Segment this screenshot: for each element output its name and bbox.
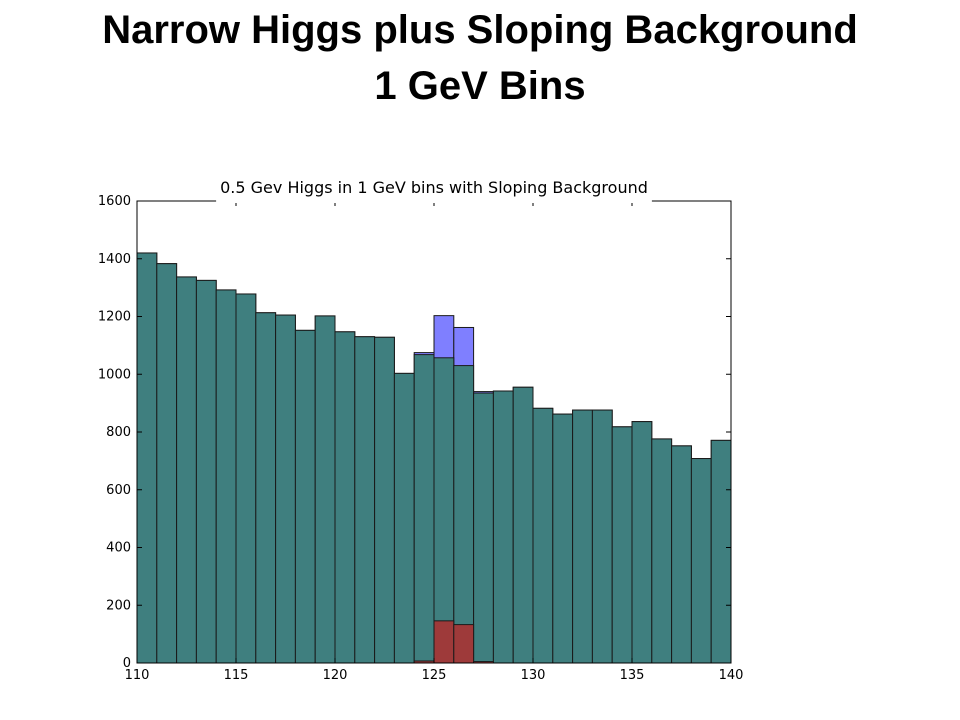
bar-series-1-bin-135	[631, 421, 653, 664]
x-tick-label: 110	[125, 668, 150, 683]
bar-series-1-bin-114	[215, 289, 237, 664]
slide-title: Narrow Higgs plus Sloping Background 1 G…	[0, 2, 960, 114]
bar-series-1-bin-134	[611, 426, 633, 664]
axis-ticks: 110 115 120 125 130 135 1400200400600800100012…	[98, 194, 744, 683]
bar-series-1-bin-118	[294, 329, 316, 664]
bar-series-1-bin-131	[552, 413, 574, 664]
slide-title-line-1: Narrow Higgs plus Sloping Background	[102, 8, 858, 52]
histogram-bars	[136, 252, 732, 664]
y-tick-label: 200	[106, 598, 131, 613]
y-tick-label: 800	[106, 425, 131, 440]
bar-series-1-bin-130	[532, 407, 554, 664]
bar-series-1-bin-116	[255, 312, 277, 664]
bar-series-1-bin-110	[136, 252, 158, 664]
y-tick-label: 1000	[98, 367, 131, 382]
chart-title: 0.5 Gev Higgs in 1 GeV bins with Sloping…	[220, 178, 648, 197]
y-tick-label: 1600	[98, 194, 131, 209]
bar-series-1-bin-132	[572, 409, 593, 664]
y-tick-label: 600	[106, 483, 131, 498]
bar-series-1-bin-129	[512, 386, 534, 664]
slide-title-line-2: 1 GeV Bins	[374, 64, 586, 108]
chart-title-background	[216, 178, 652, 203]
bar-series-1-bin-112	[176, 276, 197, 664]
bar-series-1-bin-136	[651, 438, 673, 664]
bar-series-1-bin-119	[314, 315, 336, 664]
x-tick-label: 115	[224, 668, 249, 683]
bar-series-1-bin-113	[195, 279, 217, 664]
bar-series-1-bin-126	[453, 365, 475, 664]
y-tick-label: 1200	[98, 310, 131, 325]
x-tick-label: 120	[323, 668, 348, 683]
bar-series-1-bin-127	[473, 392, 494, 664]
x-tick-label: 130	[521, 668, 546, 683]
bar-series-1-bin-111	[156, 263, 178, 664]
bar-series-1-bin-123	[393, 372, 415, 664]
bar-series-1-bin-121	[354, 336, 376, 664]
bar-series-1-bin-120	[334, 331, 356, 664]
bar-series-1-bin-122	[374, 336, 395, 664]
bar-series-1-bin-138	[690, 458, 712, 664]
bar-series-1-bin-139	[710, 439, 732, 664]
x-tick-label: 140	[719, 668, 744, 683]
bar-series-1-bin-137	[671, 445, 692, 664]
bar-series-1-bin-128	[492, 390, 514, 664]
x-tick-label: 125	[422, 668, 447, 683]
bar-series-1-bin-117	[275, 314, 296, 664]
bar-series-1-bin-124	[413, 354, 435, 664]
bar-series-2-bin-126	[453, 624, 475, 664]
bar-series-1-bin-133	[591, 409, 613, 664]
y-tick-label: 1400	[98, 252, 131, 267]
bar-series-2-bin-125	[433, 620, 455, 664]
y-tick-label: 0	[123, 656, 131, 671]
bar-series-1-bin-125	[433, 357, 455, 664]
bar-series-1-bin-115	[235, 293, 257, 664]
x-tick-label: 135	[620, 668, 645, 683]
y-tick-label: 400	[106, 541, 131, 556]
